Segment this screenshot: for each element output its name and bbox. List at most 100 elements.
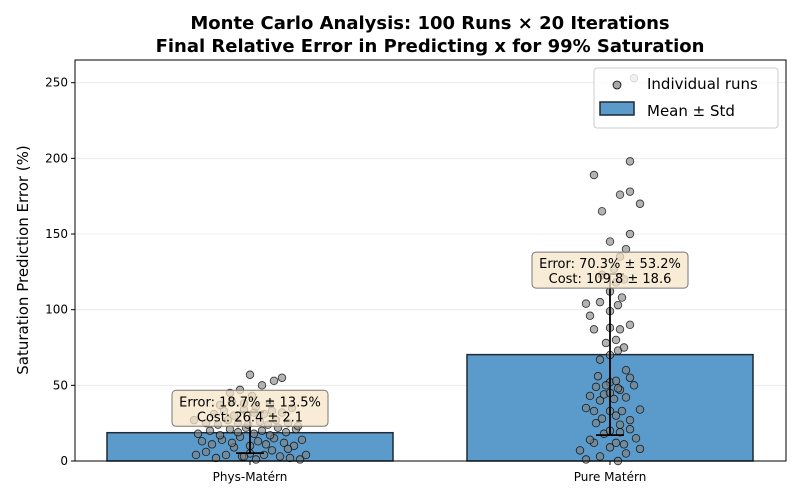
legend-marker-mean-std xyxy=(599,101,635,116)
data-point xyxy=(625,320,635,330)
x-axis-ticks: Phys-Matérn Pure Matérn xyxy=(213,461,647,484)
annotations: Error: 18.7% ± 13.5%Cost: 26.4 ± 2.1 Erro… xyxy=(171,251,689,427)
data-point xyxy=(279,438,289,448)
data-point xyxy=(197,437,207,446)
data-point xyxy=(617,406,627,416)
x-tick-label: Phys-Matérn xyxy=(213,470,288,484)
plot-frame xyxy=(74,59,787,462)
data-point xyxy=(281,428,291,437)
data-point xyxy=(595,452,605,461)
data-point xyxy=(257,426,267,435)
data-point xyxy=(267,446,277,455)
data-point xyxy=(285,453,295,463)
data-point xyxy=(611,411,621,420)
data-point xyxy=(245,370,255,379)
data-point xyxy=(207,440,217,449)
data-point xyxy=(611,335,621,345)
data-point xyxy=(265,431,275,440)
data-point xyxy=(625,425,635,434)
data-point xyxy=(581,299,591,308)
legend-marker-individual-runs xyxy=(612,80,622,90)
data-point xyxy=(251,455,261,464)
y-tick-label: 150 xyxy=(45,227,68,241)
data-point xyxy=(261,440,271,449)
data-point xyxy=(611,438,621,448)
data-point xyxy=(613,384,623,393)
data-point xyxy=(625,373,635,382)
data-point xyxy=(249,429,259,438)
data-point xyxy=(233,428,243,437)
data-point xyxy=(613,300,623,310)
data-point xyxy=(625,229,635,239)
data-point xyxy=(611,376,621,385)
data-point xyxy=(621,366,631,375)
data-point xyxy=(277,373,287,382)
data-point xyxy=(635,405,645,414)
data-point xyxy=(589,325,599,334)
legend: Individual runs Mean ± Std xyxy=(593,67,779,129)
data-point xyxy=(591,382,601,392)
data-point xyxy=(619,440,629,449)
data-point xyxy=(591,418,601,428)
data-point xyxy=(585,391,595,401)
data-point xyxy=(301,450,311,460)
data-point xyxy=(275,452,285,461)
annotation-error-text: Error: 18.7% ± 13.5% xyxy=(179,395,321,410)
y-tick-label: 0 xyxy=(60,454,68,468)
data-point xyxy=(595,396,605,405)
data-point xyxy=(269,376,279,385)
data-point xyxy=(635,199,645,208)
y-axis-ticks: 0 50 100 150 200 250 xyxy=(45,76,75,468)
data-point xyxy=(595,355,605,364)
data-point xyxy=(221,450,231,460)
data-point xyxy=(625,415,635,425)
data-point xyxy=(615,420,625,429)
data-point xyxy=(585,435,595,445)
data-point xyxy=(601,381,611,390)
x-tick-label: Pure Matérn xyxy=(574,470,647,484)
data-point xyxy=(625,157,635,166)
data-point xyxy=(581,455,591,464)
data-point xyxy=(215,431,225,440)
annotation-cost-text: Cost: 109.8 ± 18.6 xyxy=(549,272,672,287)
data-point xyxy=(621,393,631,402)
y-tick-label: 250 xyxy=(45,76,68,90)
chart-subtitle: Final Relative Error in Predicting x for… xyxy=(156,36,705,57)
data-point xyxy=(635,444,645,454)
y-tick-label: 100 xyxy=(45,303,68,317)
data-point xyxy=(605,443,615,452)
legend-box xyxy=(593,67,779,129)
data-point xyxy=(191,450,201,460)
annotation-error-text: Error: 70.3% ± 53.2% xyxy=(539,257,681,272)
legend-label-mean-std: Mean ± Std xyxy=(647,102,735,120)
data-point xyxy=(589,406,599,416)
annotation-box xyxy=(531,251,689,289)
data-point xyxy=(581,403,591,413)
data-point xyxy=(625,187,635,196)
data-point xyxy=(605,237,615,246)
data-point xyxy=(601,338,611,348)
data-point xyxy=(617,293,627,302)
data-point xyxy=(575,446,585,455)
y-tick-label: 200 xyxy=(45,151,68,165)
data-point xyxy=(193,429,203,438)
data-point xyxy=(253,437,263,446)
data-point xyxy=(619,343,629,352)
legend-label-individual-runs: Individual runs xyxy=(647,75,758,93)
data-point xyxy=(629,381,639,390)
data-point xyxy=(615,325,625,334)
data-point xyxy=(201,447,211,457)
annotation-cost-text: Cost: 26.4 ± 2.1 xyxy=(197,410,303,425)
y-axis-label: Saturation Prediction Error (%) xyxy=(14,145,32,375)
data-point xyxy=(595,297,605,307)
data-point xyxy=(211,453,221,463)
chart-title: Monte Carlo Analysis: 100 Runs × 20 Iter… xyxy=(190,13,669,34)
data-point xyxy=(597,414,607,423)
data-point xyxy=(257,381,267,390)
data-point xyxy=(589,170,599,180)
data-point xyxy=(615,190,625,199)
data-point xyxy=(227,438,237,448)
data-point xyxy=(621,449,631,458)
y-tick-label: 50 xyxy=(53,378,68,392)
